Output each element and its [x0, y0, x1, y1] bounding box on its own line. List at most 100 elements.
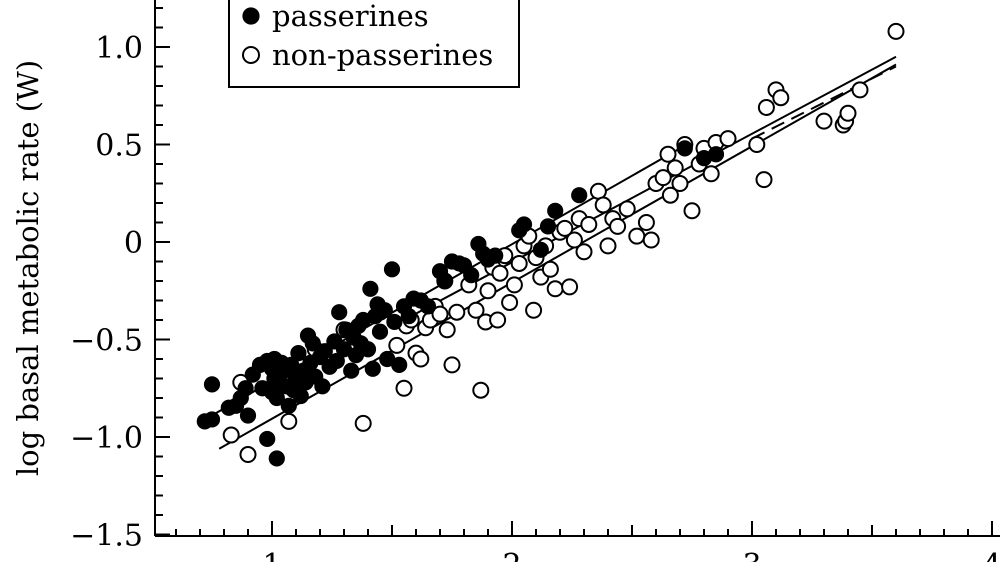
- non-passerine-point: [561, 278, 579, 296]
- y-tick-label: 1.0: [95, 31, 143, 66]
- non-passerine-point: [556, 219, 574, 237]
- non-passerine-point: [395, 379, 413, 397]
- non-passerine-point: [222, 426, 240, 444]
- non-passerine-point: [887, 22, 905, 40]
- passerine-point: [539, 218, 557, 235]
- non-passerine-point: [525, 301, 543, 319]
- passerine-point: [487, 247, 504, 264]
- non-passerine-point: [412, 350, 430, 368]
- legend-box: [228, 0, 520, 88]
- non-passerine-point: [757, 98, 775, 116]
- passerine-point: [362, 280, 379, 297]
- x-tick-label: 2: [502, 548, 521, 562]
- legend: passerines non-passerines: [228, 0, 520, 88]
- y-tick-label: 0: [124, 226, 143, 261]
- passerine-point: [316, 343, 333, 360]
- non-passerine-point: [637, 214, 655, 231]
- passerine-point: [203, 376, 221, 393]
- passerine-point: [676, 140, 693, 157]
- non-passerine-point: [683, 202, 701, 220]
- passerine-point: [239, 407, 257, 424]
- passerine-point: [259, 430, 276, 448]
- legend-filled-circle-icon: [242, 7, 260, 25]
- non-passerine-point: [815, 112, 833, 130]
- x-tick-label: 1: [262, 548, 281, 562]
- non-passerine-point: [642, 231, 660, 249]
- non-passerine-point: [839, 104, 857, 122]
- passerine-point: [383, 261, 401, 278]
- passerine-point: [268, 450, 285, 467]
- passerine-point: [419, 298, 437, 315]
- passerine-point: [532, 241, 549, 258]
- non-passerine-point: [575, 243, 593, 261]
- y-tick-label: −1.5: [70, 519, 143, 554]
- passerine-point: [268, 389, 285, 407]
- passerine-point: [376, 302, 393, 319]
- passerine-point: [386, 313, 403, 331]
- legend-entry-passerines: passerines: [272, 0, 429, 33]
- data-points: [196, 22, 905, 467]
- non-passerine-point: [443, 356, 461, 374]
- non-passerine-point: [666, 159, 684, 177]
- y-ticks: 1.0 0.5 0 −0.5 −1.0 −1.5: [70, 7, 170, 554]
- passerine-point: [515, 216, 533, 233]
- non-passerine-point: [851, 81, 869, 99]
- non-passerine-point: [541, 260, 559, 278]
- passerine-point: [237, 380, 254, 397]
- passerine-point: [331, 304, 348, 321]
- non-passerine-point: [510, 254, 528, 272]
- non-passerine-point: [431, 305, 449, 323]
- non-passerine-point: [661, 186, 679, 204]
- passerine-point: [571, 187, 588, 204]
- non-passerine-point: [479, 282, 497, 300]
- non-passerine-point: [501, 293, 519, 311]
- passerine-point: [400, 308, 417, 325]
- non-passerine-point: [599, 237, 617, 255]
- non-passerine-point: [565, 231, 583, 249]
- passerine-point: [707, 146, 725, 163]
- passerine-point: [343, 362, 360, 379]
- x-tick-label: 4: [982, 548, 1000, 562]
- passerine-point: [314, 378, 331, 395]
- passerine-point: [436, 272, 453, 290]
- fit-line-dashed: [751, 65, 897, 140]
- non-passerine-point: [654, 169, 672, 187]
- passerine-point: [364, 360, 381, 377]
- y-tick-label: −0.5: [70, 324, 143, 359]
- non-passerine-point: [448, 303, 466, 321]
- x-ticks: 1 2 3 4: [175, 521, 1000, 562]
- passerine-point: [359, 341, 377, 358]
- passerine-point: [463, 267, 480, 284]
- passerine-point: [290, 345, 307, 362]
- passerine-point: [391, 356, 408, 373]
- y-tick-label: −1.0: [70, 421, 143, 456]
- passerine-point: [371, 323, 389, 340]
- non-passerine-point: [618, 200, 636, 218]
- non-passerine-point: [702, 165, 720, 183]
- non-passerine-point: [491, 264, 509, 282]
- y-axis-label: log basal metabolic rate (W): [11, 60, 45, 476]
- passerine-point: [328, 352, 345, 370]
- passerine-point: [280, 397, 297, 414]
- non-passerine-point: [438, 321, 456, 339]
- non-passerine-point: [546, 280, 564, 298]
- non-passerine-point: [719, 130, 737, 148]
- non-passerine-point: [594, 196, 612, 214]
- fit-line: [218, 63, 897, 450]
- non-passerine-point: [467, 301, 485, 319]
- non-passerine-point: [609, 217, 627, 235]
- x-tick-label: 3: [742, 548, 761, 562]
- non-passerine-point: [659, 145, 677, 163]
- non-passerine-point: [628, 227, 646, 245]
- passerine-point: [547, 202, 564, 219]
- non-passerine-point: [388, 336, 406, 354]
- legend-entry-non-passerines: non-passerines: [272, 38, 493, 72]
- non-passerine-point: [472, 381, 490, 399]
- y-tick-label: 0.5: [95, 129, 143, 164]
- passerine-point: [292, 387, 309, 405]
- non-passerine-point: [280, 412, 298, 430]
- non-passerine-point: [239, 446, 257, 464]
- non-passerine-point: [505, 276, 523, 294]
- non-passerine-point: [354, 414, 372, 432]
